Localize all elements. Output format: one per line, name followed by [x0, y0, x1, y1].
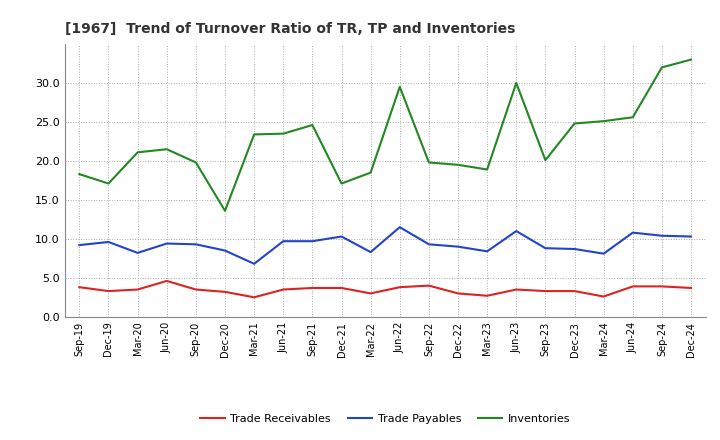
Inventories — [366, 170, 375, 175]
Inventories — [570, 121, 579, 126]
Trade Payables — [599, 251, 608, 257]
Inventories — [657, 65, 666, 70]
Inventories — [395, 84, 404, 89]
Trade Receivables — [337, 285, 346, 290]
Inventories — [133, 150, 142, 155]
Inventories — [483, 167, 492, 172]
Trade Payables — [629, 230, 637, 235]
Trade Payables — [163, 241, 171, 246]
Line: Inventories: Inventories — [79, 59, 691, 211]
Trade Receivables — [425, 283, 433, 288]
Inventories — [163, 147, 171, 152]
Trade Receivables — [366, 291, 375, 296]
Trade Receivables — [220, 289, 229, 294]
Trade Receivables — [308, 285, 317, 290]
Trade Receivables — [279, 287, 287, 292]
Trade Receivables — [570, 289, 579, 294]
Inventories — [629, 115, 637, 120]
Trade Payables — [308, 238, 317, 244]
Inventories — [279, 131, 287, 136]
Trade Payables — [104, 239, 113, 245]
Text: [1967]  Trend of Turnover Ratio of TR, TP and Inventories: [1967] Trend of Turnover Ratio of TR, TP… — [65, 22, 516, 36]
Trade Payables — [337, 234, 346, 239]
Trade Payables — [687, 234, 696, 239]
Trade Payables — [570, 246, 579, 252]
Trade Receivables — [395, 285, 404, 290]
Legend: Trade Receivables, Trade Payables, Inventories: Trade Receivables, Trade Payables, Inven… — [196, 410, 575, 429]
Trade Receivables — [599, 294, 608, 299]
Inventories — [454, 162, 462, 168]
Trade Receivables — [687, 285, 696, 290]
Trade Receivables — [629, 284, 637, 289]
Trade Payables — [454, 244, 462, 249]
Line: Trade Payables: Trade Payables — [79, 227, 691, 264]
Trade Payables — [541, 246, 550, 251]
Inventories — [687, 57, 696, 62]
Trade Receivables — [541, 289, 550, 294]
Trade Receivables — [75, 285, 84, 290]
Trade Receivables — [192, 287, 200, 292]
Inventories — [541, 158, 550, 163]
Trade Payables — [512, 228, 521, 234]
Inventories — [599, 118, 608, 124]
Trade Payables — [483, 249, 492, 254]
Trade Payables — [192, 242, 200, 247]
Trade Payables — [75, 242, 84, 248]
Trade Payables — [220, 248, 229, 253]
Inventories — [75, 172, 84, 177]
Inventories — [425, 160, 433, 165]
Trade Payables — [395, 224, 404, 230]
Inventories — [220, 208, 229, 213]
Inventories — [308, 122, 317, 128]
Trade Receivables — [512, 287, 521, 292]
Trade Receivables — [657, 284, 666, 289]
Trade Payables — [133, 250, 142, 256]
Trade Payables — [279, 238, 287, 244]
Trade Payables — [250, 261, 258, 267]
Inventories — [104, 181, 113, 186]
Inventories — [337, 181, 346, 186]
Inventories — [250, 132, 258, 137]
Trade Payables — [425, 242, 433, 247]
Trade Receivables — [483, 293, 492, 298]
Trade Receivables — [454, 291, 462, 296]
Trade Receivables — [104, 289, 113, 294]
Trade Receivables — [250, 295, 258, 300]
Trade Receivables — [163, 279, 171, 284]
Line: Trade Receivables: Trade Receivables — [79, 281, 691, 297]
Trade Receivables — [133, 287, 142, 292]
Trade Payables — [657, 233, 666, 238]
Inventories — [192, 160, 200, 165]
Inventories — [512, 81, 521, 86]
Trade Payables — [366, 249, 375, 255]
